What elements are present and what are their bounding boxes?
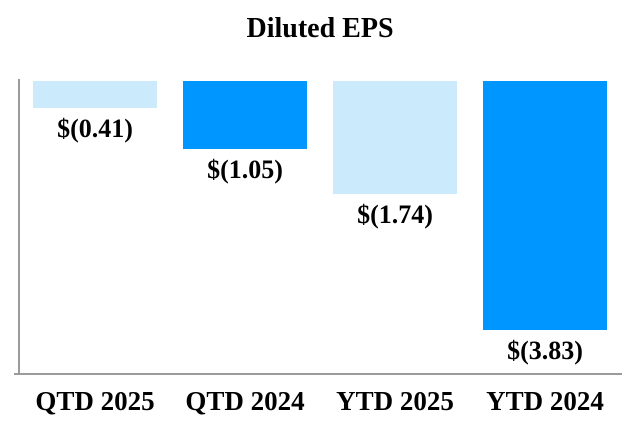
x-axis-tick-label-ytd-2025: YTD 2025 — [336, 386, 454, 416]
bar-value-label-qtd-2025: $(0.41) — [57, 114, 133, 143]
bar-value-label-qtd-2024: $(1.05) — [207, 155, 283, 184]
bar-qtd-2024 — [183, 81, 307, 149]
bar-value-label-ytd-2024: $(3.83) — [507, 336, 583, 365]
bar-ytd-2025 — [333, 81, 457, 194]
x-axis-tick-label-qtd-2025: QTD 2025 — [35, 386, 155, 416]
bar-value-label-ytd-2025: $(1.74) — [357, 200, 433, 229]
y-axis-line — [18, 79, 20, 375]
x-axis-line — [14, 373, 622, 375]
chart-title: Diluted EPS — [246, 13, 394, 44]
x-axis-tick-label-ytd-2024: YTD 2024 — [486, 386, 604, 416]
x-axis-tick-label-qtd-2024: QTD 2024 — [185, 386, 305, 416]
bar-ytd-2024 — [483, 81, 607, 330]
bar-qtd-2025 — [33, 81, 157, 108]
